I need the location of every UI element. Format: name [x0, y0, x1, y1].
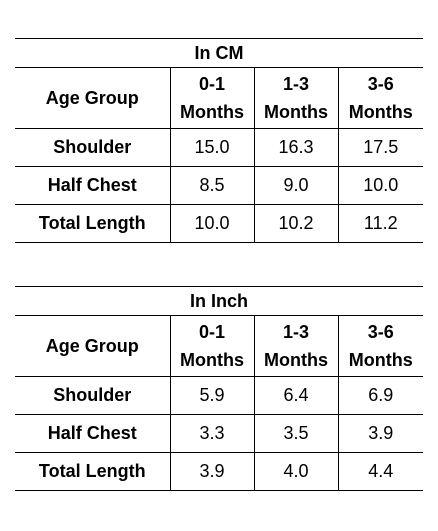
column-header: 1-3 Months	[253, 67, 339, 129]
age-range: 0-1	[198, 74, 225, 94]
age-unit: Months	[348, 350, 413, 370]
age-range: 3-6	[367, 322, 394, 342]
table-row: Total Length 10.0 10.2 11.2	[15, 204, 423, 243]
age-range: 1-3	[282, 74, 309, 94]
table-caption: In Inch	[15, 286, 423, 316]
cell-value: 9.0	[253, 166, 339, 205]
age-unit: Months	[180, 350, 244, 370]
cell-value: 3.9	[337, 414, 423, 453]
size-table-inch: In Inch Age Group 0-1 Months 1-3 Months …	[15, 286, 423, 491]
header-row: Age Group 0-1 Months 1-3 Months 3-6 Mont…	[15, 315, 423, 377]
cell-value: 6.9	[337, 376, 423, 415]
age-group-header: Age Group	[15, 67, 171, 129]
cell-value: 10.0	[169, 204, 255, 243]
age-range: 1-3	[282, 322, 309, 342]
age-unit: Months	[264, 350, 328, 370]
age-range: 3-6	[367, 74, 394, 94]
cell-value: 4.0	[253, 452, 339, 491]
table-row: Half Chest 3.3 3.5 3.9	[15, 414, 423, 453]
table-row: Shoulder 15.0 16.3 17.5	[15, 128, 423, 167]
row-label: Half Chest	[15, 166, 171, 205]
column-header: 1-3 Months	[253, 315, 339, 377]
age-range: 0-1	[198, 322, 225, 342]
column-header: 3-6 Months	[337, 67, 423, 129]
size-table-cm: In CM Age Group 0-1 Months 1-3 Months 3-…	[15, 38, 423, 243]
header-row: Age Group 0-1 Months 1-3 Months 3-6 Mont…	[15, 67, 423, 129]
age-unit: Months	[180, 102, 244, 122]
row-label: Half Chest	[15, 414, 171, 453]
cell-value: 10.0	[337, 166, 423, 205]
age-group-header: Age Group	[15, 315, 171, 377]
column-header: 0-1 Months	[169, 315, 255, 377]
cell-value: 15.0	[169, 128, 255, 167]
cell-value: 16.3	[253, 128, 339, 167]
table-row: Half Chest 8.5 9.0 10.0	[15, 166, 423, 205]
age-unit: Months	[348, 102, 413, 122]
cell-value: 5.9	[169, 376, 255, 415]
table-row: Shoulder 5.9 6.4 6.9	[15, 376, 423, 415]
column-header: 0-1 Months	[169, 67, 255, 129]
row-label: Shoulder	[15, 376, 171, 415]
cell-value: 8.5	[169, 166, 255, 205]
cell-value: 3.3	[169, 414, 255, 453]
row-label: Total Length	[15, 452, 171, 491]
row-label: Total Length	[15, 204, 171, 243]
cell-value: 10.2	[253, 204, 339, 243]
column-header: 3-6 Months	[337, 315, 423, 377]
cell-value: 17.5	[337, 128, 423, 167]
caption-row: In CM	[15, 38, 423, 68]
row-label: Shoulder	[15, 128, 171, 167]
cell-value: 3.9	[169, 452, 255, 491]
caption-row: In Inch	[15, 286, 423, 316]
cell-value: 6.4	[253, 376, 339, 415]
table-caption: In CM	[15, 38, 423, 68]
cell-value: 4.4	[337, 452, 423, 491]
age-unit: Months	[264, 102, 328, 122]
cell-value: 3.5	[253, 414, 339, 453]
table-row: Total Length 3.9 4.0 4.4	[15, 452, 423, 491]
cell-value: 11.2	[337, 204, 423, 243]
